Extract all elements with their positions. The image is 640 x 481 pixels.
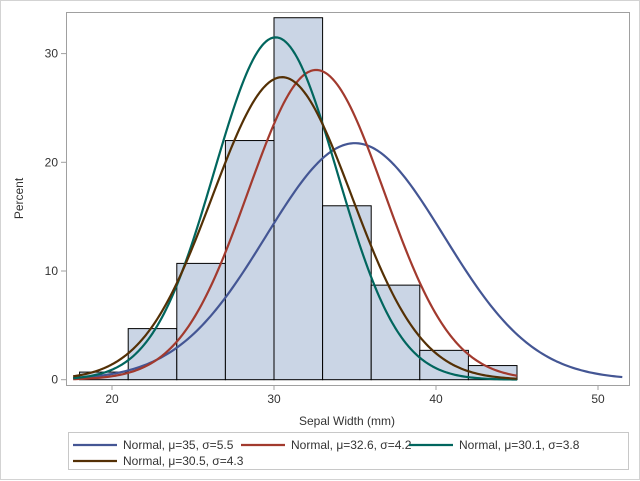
y-tick-label-0: 0 [51,373,58,387]
x-tick-label-1: 30 [267,392,281,406]
density-curve-0 [73,142,623,380]
y-axis-label: Percent [12,177,26,219]
histogram-bar-2 [176,262,226,381]
x-tick-label-2: 40 [429,392,443,406]
y-tick-label-3: 30 [45,47,59,61]
density-curve-3 [72,76,518,380]
legend: Normal, μ=35, σ=5.5 Normal, μ=32.6, σ=4.2… [68,432,629,470]
x-tick-label-3: 50 [591,392,605,406]
y-tick-label-2: 20 [45,155,59,169]
curves-layer [72,36,623,381]
legend-box [68,432,629,470]
histogram-bar-4 [273,17,324,381]
x-axis-label: Sepal Width (mm) [299,414,395,428]
legend-label-3: Normal, μ=30.5, σ=4.3 [123,454,244,468]
x-axis: 20 30 40 50 [105,385,605,406]
histogram-bar-3 [224,140,275,381]
density-curve-1 [73,68,518,381]
histogram-bar-5 [322,205,372,381]
y-axis: 0 10 20 30 [45,47,66,387]
bars-layer [79,17,518,381]
y-tick-label-1: 10 [45,264,59,278]
x-tick-label-0: 20 [105,392,119,406]
density-curve-2 [73,36,518,381]
legend-label-1: Normal, μ=32.6, σ=4.2 [291,438,412,452]
legend-label-2: Normal, μ=30.1, σ=3.8 [459,438,580,452]
plot-frame [66,12,630,386]
legend-label-0: Normal, μ=35, σ=5.5 [123,438,234,452]
